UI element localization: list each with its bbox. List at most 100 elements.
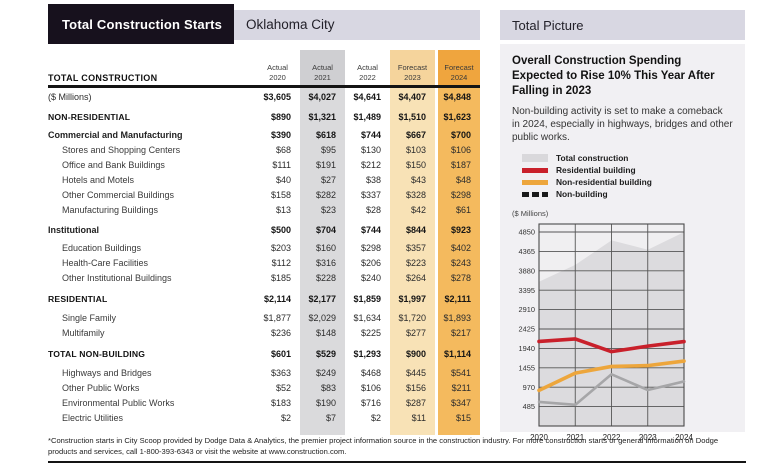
value-cell-2023: $277: [390, 326, 435, 341]
row-label: TOTAL NON-BUILDING: [48, 349, 146, 359]
column-header-2020: Actual 2020: [267, 63, 288, 82]
table-row: Hotels and Motels $40 $27 $38 $43 $48: [48, 173, 480, 188]
table-spacer: [48, 218, 480, 223]
row-label: Stores and Shopping Centers: [62, 145, 181, 155]
table-row: Manufacturing Buildings $13 $23 $28 $42 $61: [48, 203, 480, 218]
svg-text:485: 485: [523, 403, 535, 412]
value-cell-2020: $111: [272, 160, 291, 170]
table-row: Other Commercial Buildings $158 $282 $337 $3…: [48, 188, 480, 203]
table-row: Other Institutional Buildings $185 $228 $24…: [48, 271, 480, 286]
value-cell-2023: $42: [390, 203, 435, 218]
chart-legend: Total construction Residential building No…: [512, 152, 733, 200]
construction-table: TOTAL CONSTRUCTION Actual 2020 Actual 2021 Ac…: [48, 50, 480, 435]
table-spacer: [48, 238, 480, 241]
table-spacer: [48, 105, 480, 110]
value-cell-2021: $191: [300, 158, 345, 173]
svg-text:2022: 2022: [603, 433, 621, 442]
table-row: ($ Millions) $3,605 $4,027 $4,641 $4,407 $4,8…: [48, 90, 480, 105]
legend-label: Non-building: [556, 189, 608, 200]
value-cell-2022: $2: [370, 413, 381, 423]
value-cell-2023: $103: [390, 143, 435, 158]
table-row: TOTAL NON-BUILDING $601 $529 $1,293 $900 $1,1…: [48, 347, 480, 362]
column-header-2024: Forecast 2024: [435, 50, 480, 85]
table-row: Commercial and Manufacturing $390 $618 $744…: [48, 128, 480, 143]
footnote: *Construction starts in City Scoop provi…: [48, 436, 719, 456]
value-cell-2022: $716: [360, 398, 381, 408]
value-cell-2022: $1,634: [353, 313, 381, 323]
legend-swatch-icon: [522, 167, 548, 173]
value-cell-2020: $183: [270, 398, 291, 408]
table-row: Education Buildings $203 $160 $298 $357 $402: [48, 241, 480, 256]
value-cell-2020: $236: [270, 328, 291, 338]
table-row: Institutional $500 $704 $744 $844 $923: [48, 223, 480, 238]
panel-heading: Overall Construction Spending Expected t…: [512, 55, 715, 97]
report-title: Total Construction Starts: [48, 4, 234, 44]
value-cell-2020: $185: [270, 273, 291, 283]
bottom-rule: [48, 461, 746, 463]
value-cell-2023: $156: [390, 381, 435, 396]
svg-text:4365: 4365: [519, 247, 535, 256]
value-cell-2020: $40: [275, 175, 291, 185]
value-cell-2022: $298: [360, 243, 381, 253]
value-cell-2022: $38: [365, 175, 381, 185]
row-label: Hotels and Motels: [62, 175, 135, 185]
table-row: Health-Care Facilities $112 $316 $206 $223 $2…: [48, 256, 480, 271]
row-label: Single Family: [62, 313, 117, 323]
construction-spending-chart: 485 970 1455 1940 2425 2910 3395 3880 4365 4850 20…: [519, 223, 693, 442]
column-header-2021: Actual 2021: [300, 50, 345, 85]
value-cell-2022: $4,641: [353, 92, 381, 102]
value-cell-2020: $390: [270, 130, 291, 140]
table-spacer: [48, 286, 480, 292]
legend-swatch-icon: [522, 154, 548, 163]
value-cell-2021: $23: [300, 203, 345, 218]
svg-text:2020: 2020: [530, 433, 548, 442]
value-cell-2021: $316: [300, 256, 345, 271]
value-cell-2021: $95: [300, 143, 345, 158]
column-header-2023: Forecast 2023: [390, 50, 435, 85]
value-cell-2024: $48: [435, 173, 480, 188]
table-header-row: TOTAL CONSTRUCTION Actual 2020 Actual 2021 Ac…: [48, 50, 480, 88]
value-cell-2024: $402: [435, 241, 480, 256]
value-cell-2024: $4,848: [435, 90, 480, 105]
table-row: NON-RESIDENTIAL $890 $1,321 $1,489 $1,510 $1,…: [48, 110, 480, 125]
value-cell-2022: $28: [365, 205, 381, 215]
total-picture-title: Total Picture: [500, 10, 745, 40]
value-cell-2022: $468: [360, 368, 381, 378]
value-cell-2021: $190: [300, 396, 345, 411]
table-row: RESIDENTIAL $2,114 $2,177 $1,859 $1,997 $2,11…: [48, 292, 480, 307]
value-cell-2022: $240: [360, 273, 381, 283]
row-label: Environmental Public Works: [62, 398, 175, 408]
svg-text:2910: 2910: [519, 306, 535, 315]
value-cell-2023: $150: [390, 158, 435, 173]
value-cell-2021: $529: [300, 347, 345, 362]
value-cell-2023: $4,407: [390, 90, 435, 105]
value-cell-2024: $298: [435, 188, 480, 203]
value-cell-2020: $13: [275, 205, 291, 215]
value-cell-2020: $52: [275, 383, 291, 393]
legend-swatch-icon: [522, 191, 548, 197]
value-cell-2021: $27: [300, 173, 345, 188]
table-row: Environmental Public Works $183 $190 $716 $2…: [48, 396, 480, 411]
table-row: Single Family $1,877 $2,029 $1,634 $1,720 $1,…: [48, 311, 480, 326]
value-cell-2021: $2,029: [300, 311, 345, 326]
legend-item: Non-building: [512, 188, 733, 200]
svg-text:970: 970: [523, 383, 535, 392]
city-name: Oklahoma City: [246, 17, 335, 32]
chart-units-label: ($ Millions): [512, 209, 549, 219]
value-cell-2021: $704: [300, 223, 345, 238]
value-cell-2021: $148: [300, 326, 345, 341]
svg-text:4850: 4850: [519, 228, 535, 237]
value-cell-2020: $363: [270, 368, 291, 378]
value-cell-2020: $203: [270, 243, 291, 253]
row-label: Commercial and Manufacturing: [48, 130, 183, 140]
legend-swatch-icon: [522, 179, 548, 185]
value-cell-2024: $2,111: [435, 292, 480, 307]
table-spacer: [48, 307, 480, 311]
value-cell-2023: $11: [390, 411, 435, 426]
row-label: Other Institutional Buildings: [62, 273, 172, 283]
svg-text:3880: 3880: [519, 267, 535, 276]
svg-text:2024: 2024: [675, 433, 693, 442]
svg-text:2023: 2023: [639, 433, 657, 442]
svg-text:1455: 1455: [519, 364, 535, 373]
